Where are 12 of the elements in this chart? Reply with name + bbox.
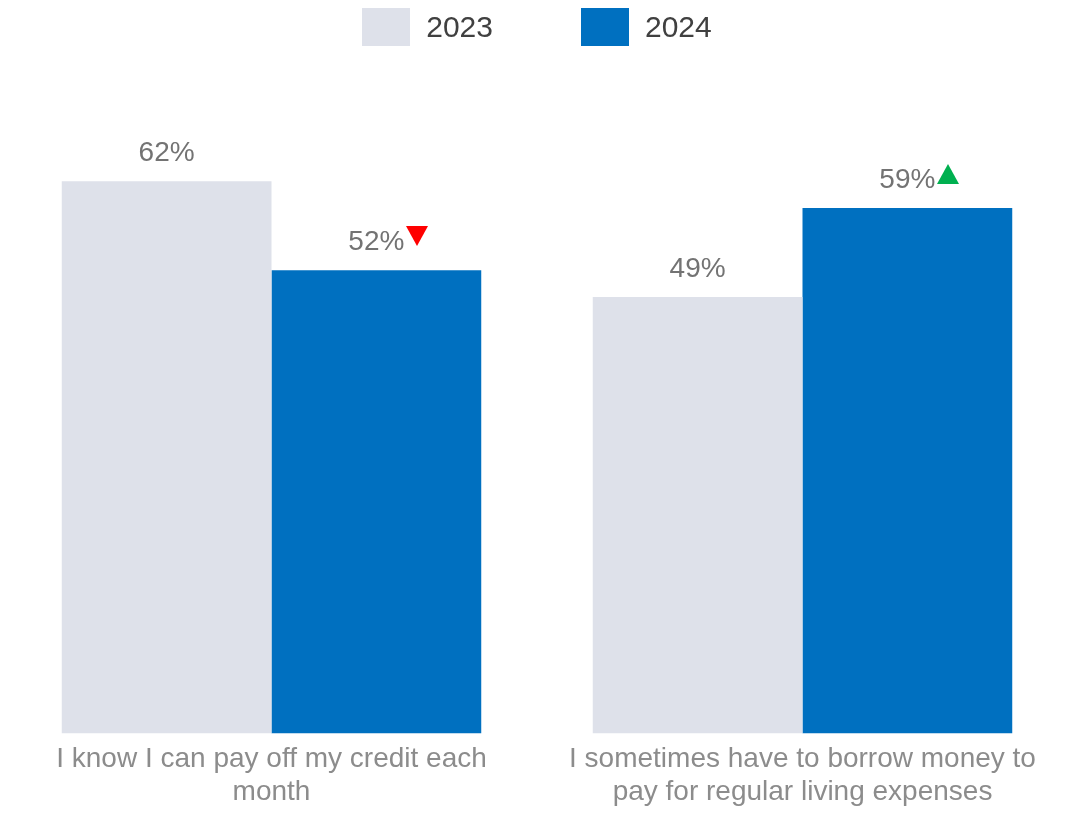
- data-label: 49%: [669, 251, 726, 283]
- x-tick-label: I sometimes have to borrow money to pay for regular living expenses: [569, 742, 1036, 806]
- data-label: 62%: [138, 135, 195, 167]
- bar: [61, 181, 272, 734]
- legend-label: 2023: [426, 10, 493, 44]
- data-label: 59%: [879, 162, 936, 194]
- data-label: 52%: [348, 225, 405, 257]
- legend-label: 2024: [645, 10, 712, 44]
- bar: [271, 270, 482, 734]
- bar: [592, 297, 803, 734]
- bar: [802, 207, 1013, 734]
- x-tick-label: I know I can pay off my credit each month: [56, 742, 487, 806]
